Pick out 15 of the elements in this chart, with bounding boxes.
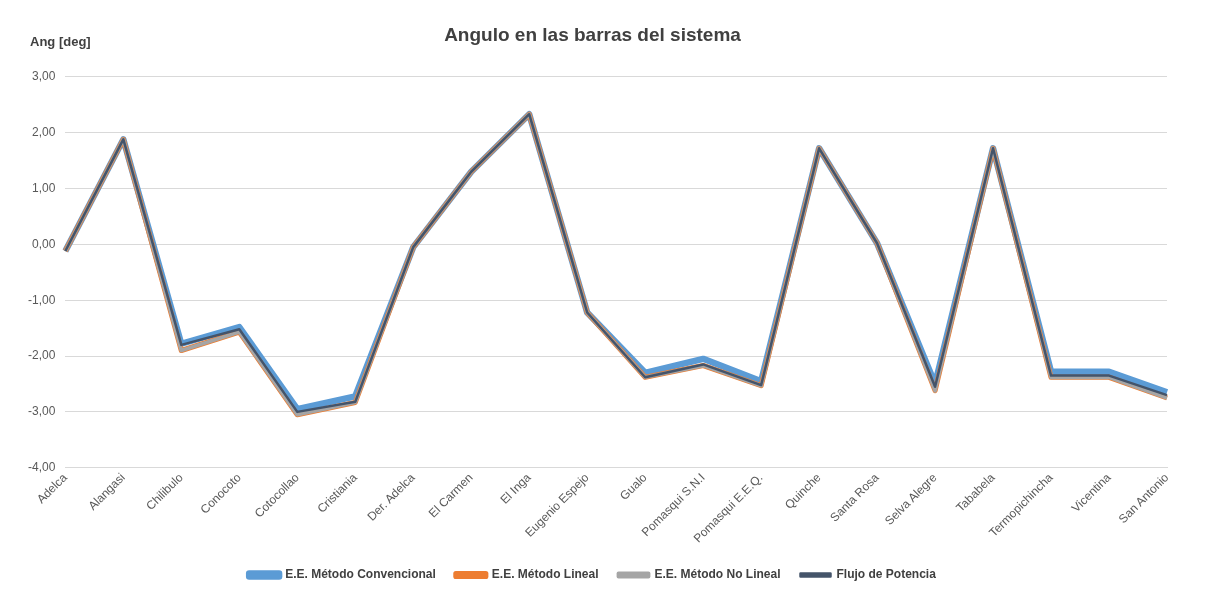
- y-tick-label: 0,00: [31, 236, 56, 251]
- legend-label: E.E. Método Convencional: [285, 567, 436, 582]
- legend-label: Flujo de Potencia: [836, 567, 937, 582]
- legend-label: E.E. Método No Lineal: [654, 567, 781, 582]
- chart-title: Angulo en las barras del sistema: [444, 23, 742, 45]
- y-tick-label: -4,00: [27, 460, 56, 475]
- legend-label: E.E. Método Lineal: [491, 567, 599, 582]
- x-tick-label: El Inga: [497, 470, 534, 507]
- y-tick-label: 2,00: [31, 124, 56, 139]
- y-tick-label: -1,00: [27, 292, 56, 307]
- y-tick-label: 1,00: [31, 180, 56, 195]
- y-tick-label: -2,00: [27, 348, 56, 363]
- y-tick-label: -3,00: [27, 404, 56, 419]
- y-axis-title: Ang [deg]: [30, 33, 91, 49]
- y-tick-label: 3,00: [31, 69, 56, 84]
